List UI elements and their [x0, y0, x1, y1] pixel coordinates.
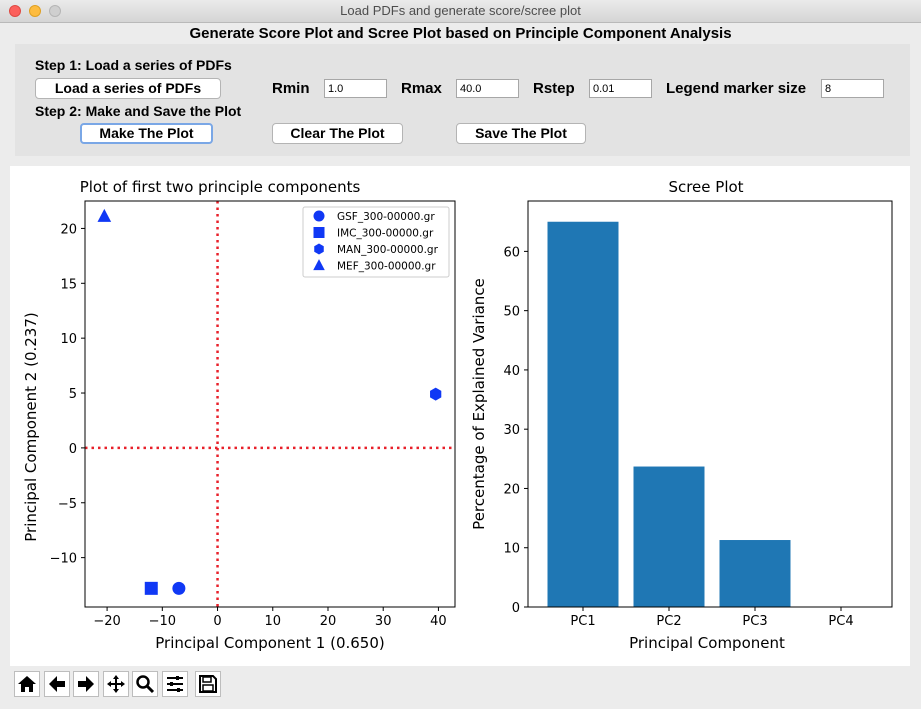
y-tick-label: 30 [503, 423, 520, 438]
rstep-label: Rstep [533, 80, 575, 97]
score-plot-title: Plot of first two principle components [80, 178, 361, 196]
y-tick-label: 50 [503, 305, 520, 320]
zoom-icon [136, 675, 155, 694]
x-tick-label-PC4: PC4 [828, 614, 853, 629]
x-tick-label-PC1: PC1 [570, 614, 595, 629]
scree-plot-ylabel: Percentage of Explained Variance [470, 278, 488, 530]
y-tick-label: 15 [60, 277, 77, 292]
forward-arrow-icon [78, 676, 94, 692]
page-heading: Generate Score Plot and Scree Plot based… [189, 25, 732, 42]
score-plot-frame [84, 200, 456, 608]
figure-canvas: Plot of first two principle components G… [22, 178, 893, 652]
scree-plot-title: Scree Plot [668, 178, 743, 196]
y-tick-label: 10 [60, 332, 77, 347]
rmax-label: Rmax [401, 80, 442, 97]
x-tick-label: −10 [149, 614, 176, 629]
data-point-IMC_300-00000.gr [144, 581, 158, 595]
score-plot-legend: GSF_300-00000.gr IMC_300-00000.gr MAN_300-… [302, 206, 450, 278]
save-plot-button[interactable]: Save The Plot [456, 123, 586, 144]
y-tick-label: 0 [512, 601, 520, 616]
bar-PC2 [633, 466, 705, 607]
legend-marker-size-label: Legend marker size [666, 80, 807, 97]
zoom-button[interactable] [132, 671, 158, 697]
home-button[interactable] [14, 671, 40, 697]
y-tick-label: 0 [69, 442, 77, 457]
legend-marker-square [313, 227, 325, 238]
window-titlebar: Load PDFs and generate score/scree plot [0, 0, 921, 23]
back-button[interactable] [44, 671, 70, 697]
make-plot-button[interactable]: Make The Plot [80, 123, 213, 144]
legend-marker-hexagon [314, 243, 324, 255]
score-plot: Plot of first two principle components G… [22, 178, 456, 652]
data-point-GSF_300-00000.gr [172, 581, 186, 595]
rmax-input[interactable] [456, 79, 519, 98]
plot-figure: Plot of first two principle components G… [10, 166, 910, 666]
legend-marker-circle [313, 210, 325, 222]
legend-label: MAN_300-00000.gr [337, 244, 439, 256]
data-point-MAN_300-00000.gr [430, 387, 442, 401]
step2-label: Step 2: Make and Save the Plot [35, 103, 242, 119]
save-icon [199, 675, 217, 693]
clear-plot-button[interactable]: Clear The Plot [272, 123, 403, 144]
load-pdfs-button[interactable]: Load a series of PDFs [35, 78, 221, 99]
rmin-label: Rmin [272, 80, 310, 97]
legend-label: GSF_300-00000.gr [337, 211, 435, 223]
scree-plot-frame [527, 200, 893, 608]
rmin-input[interactable] [324, 79, 387, 98]
back-arrow-icon [49, 676, 65, 692]
y-tick-label: 5 [69, 387, 77, 402]
pan-button[interactable] [103, 671, 129, 697]
x-tick-label: 0 [213, 614, 221, 629]
scree-plot: Scree Plot PC1 PC2 PC3 PC4 0 10 20 30 40 50 60 Pri… [470, 178, 893, 652]
pan-icon [107, 675, 125, 693]
configure-subplots-button[interactable] [162, 671, 188, 697]
close-window-button[interactable] [9, 5, 21, 17]
scree-plot-xlabel: Principal Component [629, 634, 785, 652]
step1-label: Step 1: Load a series of PDFs [35, 57, 232, 73]
configure-subplots-icon [167, 676, 183, 692]
score-plot-xlabel: Principal Component 1 (0.650) [155, 634, 385, 652]
y-tick-label: 20 [503, 482, 520, 497]
x-tick-label: 20 [320, 614, 337, 629]
x-tick-label: 30 [375, 614, 392, 629]
y-tick-label: 60 [503, 245, 520, 260]
score-plot-ylabel: Principal Component 2 (0.237) [22, 312, 40, 542]
minimize-window-button[interactable] [29, 5, 41, 17]
legend-label: MEF_300-00000.gr [337, 261, 436, 273]
y-tick-label: 40 [503, 364, 520, 379]
legend-marker-size-input[interactable] [821, 79, 884, 98]
y-tick-label: −5 [58, 497, 77, 512]
bar-PC1 [547, 221, 619, 608]
legend-box [302, 206, 450, 278]
forward-button[interactable] [73, 671, 99, 697]
legend-marker-triangle [313, 259, 325, 271]
y-tick-label: 10 [503, 542, 520, 557]
data-point-MEF_300-00000.gr [97, 208, 112, 222]
x-tick-label-PC3: PC3 [742, 614, 767, 629]
legend-label: IMC_300-00000.gr [337, 228, 434, 240]
controls-panel: Step 1: Load a series of PDFs Load a ser… [15, 44, 910, 156]
y-tick-label: −10 [50, 552, 77, 567]
window-title: Load PDFs and generate score/scree plot [340, 3, 581, 18]
x-tick-label: 40 [430, 614, 447, 629]
y-tick-label: 20 [60, 222, 77, 237]
home-icon [18, 676, 36, 692]
save-figure-button[interactable] [195, 671, 221, 697]
maximize-window-button[interactable] [49, 5, 61, 17]
rstep-input[interactable] [589, 79, 652, 98]
bar-PC3 [719, 540, 791, 607]
x-tick-label: 10 [264, 614, 281, 629]
x-tick-label: −20 [93, 614, 120, 629]
x-tick-label-PC2: PC2 [656, 614, 681, 629]
